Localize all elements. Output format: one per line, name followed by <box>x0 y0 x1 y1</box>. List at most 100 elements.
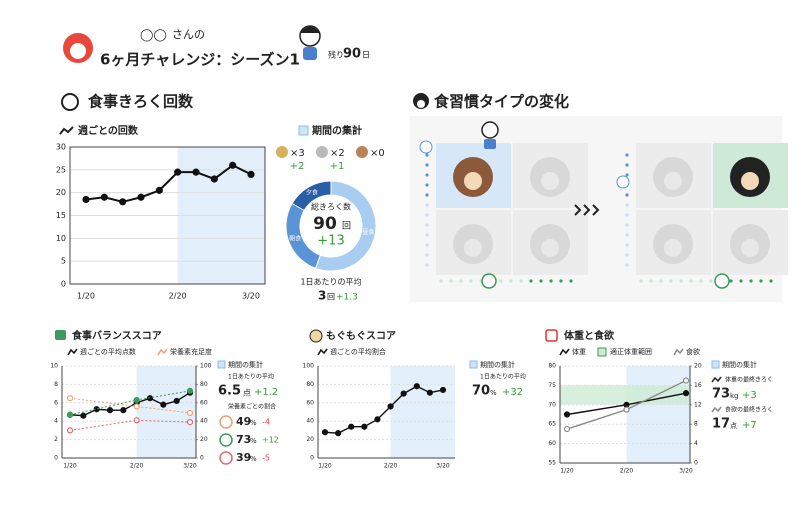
point <box>80 412 87 419</box>
y2-tick-label: 0 <box>200 455 204 462</box>
dot <box>625 233 629 237</box>
total-label: 総きろく数 <box>311 202 351 212</box>
user-name: ◯◯ <box>140 28 167 42</box>
avatar <box>616 175 630 189</box>
daily-unit: 回 <box>327 293 335 302</box>
dot <box>425 263 429 267</box>
dot <box>425 153 429 157</box>
avatar <box>714 273 730 289</box>
dot <box>539 279 543 283</box>
point <box>361 423 368 430</box>
dot <box>739 279 743 283</box>
y2-tick-label: 40 <box>200 418 208 425</box>
point <box>682 377 690 384</box>
dot <box>425 193 429 197</box>
point <box>155 186 163 194</box>
section-icon-face <box>417 100 425 108</box>
x-tick-label: 1/20 <box>318 463 332 470</box>
dot <box>679 279 683 283</box>
x-tick-label: 3/20 <box>436 463 450 470</box>
dot <box>625 243 629 247</box>
remaining-prefix: 残り <box>328 50 344 60</box>
y-tick-label: 70 <box>548 401 556 408</box>
dot <box>659 279 663 283</box>
y-tick-label: 25 <box>56 165 66 174</box>
dot <box>625 223 629 227</box>
section-title: 食習慣タイプの変化 <box>434 93 569 111</box>
plot-frame <box>69 146 266 285</box>
type-character-face <box>741 239 759 257</box>
band <box>560 385 690 405</box>
legend-label: 体重 <box>572 347 586 356</box>
point <box>66 427 74 434</box>
section-icon <box>61 93 79 111</box>
period-icon <box>217 360 226 369</box>
dot <box>625 153 629 157</box>
challenge-title: 6ヶ月チャレンジ：シーズン1 <box>100 51 300 69</box>
legend-swatch <box>597 347 607 357</box>
point <box>66 411 74 418</box>
series-line <box>69 392 191 417</box>
series-line <box>85 164 252 203</box>
period-icon <box>711 360 720 369</box>
dot <box>425 183 429 187</box>
x-tick-label: 1/20 <box>77 292 95 301</box>
line-icon <box>711 406 722 413</box>
dot <box>425 233 429 237</box>
legend-swatch <box>157 348 168 356</box>
point <box>66 395 74 402</box>
point <box>106 407 114 414</box>
y-tick-label: 80 <box>548 363 556 370</box>
dot <box>625 173 629 177</box>
ratio-value: 73 <box>236 433 251 446</box>
dot <box>625 253 629 257</box>
dot <box>425 243 429 247</box>
type-character-face <box>664 172 682 190</box>
chart-title: 食事バランススコア <box>71 329 162 342</box>
summary-title: 期間の集計 <box>228 360 263 369</box>
y-tick-label: 30 <box>56 143 66 152</box>
avatar <box>419 140 433 154</box>
appetite-diff: +7 <box>742 420 757 431</box>
y2-tick-label: 80 <box>200 381 208 388</box>
y-tick-label: 0 <box>54 455 58 462</box>
y-tick-label: 10 <box>50 363 58 370</box>
y-tick-label: 8 <box>54 381 58 388</box>
legend-label: 週ごとの平均割合 <box>330 347 386 356</box>
y-tick-label: 100 <box>303 363 315 370</box>
point <box>247 170 255 178</box>
point <box>119 198 127 206</box>
x-tick-label: 2/20 <box>620 468 634 475</box>
point <box>210 175 218 183</box>
x-tick-label: 1/20 <box>560 468 574 475</box>
appetite-label: 食欲の最終きろく <box>725 406 773 414</box>
appetite-unit: 点 <box>730 422 737 430</box>
daily-diff: +1.3 <box>336 293 358 303</box>
dot <box>439 279 443 283</box>
point <box>186 387 194 394</box>
dot <box>759 279 763 283</box>
ratio-diff: +12 <box>262 436 279 445</box>
y-tick-label: 0 <box>310 455 314 462</box>
y-tick-label: 75 <box>548 382 556 389</box>
donut-segment <box>314 180 377 272</box>
y2-tick-label: 20 <box>694 363 702 370</box>
total-diff: +13 <box>317 234 344 249</box>
dot <box>699 279 703 283</box>
dot <box>569 279 573 283</box>
series-line <box>324 385 444 434</box>
point <box>563 425 571 433</box>
weight-diff: +3 <box>742 390 757 401</box>
dot <box>425 213 429 217</box>
type-character-face <box>464 239 482 257</box>
y-tick-label: 40 <box>306 418 314 425</box>
y2-tick-label: 100 <box>200 363 212 370</box>
medal-count: ×2 <box>330 148 345 159</box>
score-diff: +32 <box>502 387 523 398</box>
type-grids <box>419 121 788 289</box>
y2-tick-label: 0 <box>694 460 698 467</box>
point <box>426 389 433 396</box>
chart-title: 体重と食欲 <box>564 329 614 342</box>
medal-diff: +2 <box>290 161 305 172</box>
